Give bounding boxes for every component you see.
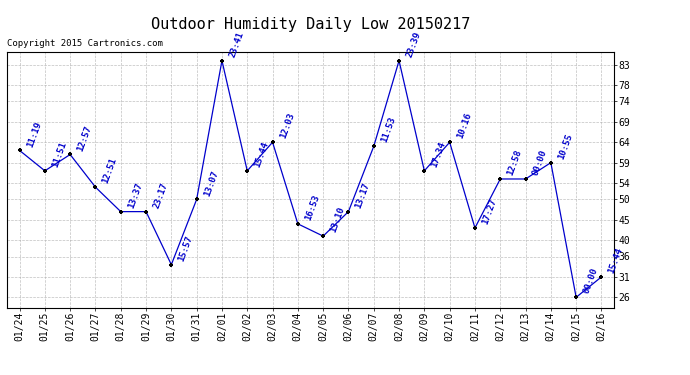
Point xyxy=(14,147,25,153)
Text: 15:44: 15:44 xyxy=(607,246,624,275)
Text: 23:41: 23:41 xyxy=(228,30,245,58)
Text: 15:44: 15:44 xyxy=(253,140,270,169)
Point xyxy=(368,143,380,149)
Point xyxy=(293,221,304,227)
Point xyxy=(115,209,126,214)
Point xyxy=(419,168,430,174)
Point xyxy=(141,209,152,214)
Point xyxy=(343,209,354,214)
Point xyxy=(166,262,177,268)
Point xyxy=(241,168,253,174)
Text: 15:57: 15:57 xyxy=(177,234,195,262)
Text: 13:07: 13:07 xyxy=(202,169,220,197)
Text: 11:51: 11:51 xyxy=(50,140,68,169)
Point xyxy=(444,139,455,145)
Text: 10:16: 10:16 xyxy=(455,112,473,140)
Text: Humidity  (%): Humidity (%) xyxy=(574,26,651,36)
Text: 12:57: 12:57 xyxy=(76,124,93,152)
Text: 12:58: 12:58 xyxy=(506,148,524,177)
Point xyxy=(317,233,328,239)
Text: 11:19: 11:19 xyxy=(25,120,43,148)
Point xyxy=(469,225,480,231)
Text: 13:10: 13:10 xyxy=(328,206,346,234)
Text: 17:34: 17:34 xyxy=(430,140,448,169)
Text: Copyright 2015 Cartronics.com: Copyright 2015 Cartronics.com xyxy=(7,39,163,48)
Text: 23:17: 23:17 xyxy=(152,181,169,210)
Point xyxy=(267,139,278,145)
Text: 12:51: 12:51 xyxy=(101,157,119,185)
Text: Outdoor Humidity Daily Low 20150217: Outdoor Humidity Daily Low 20150217 xyxy=(151,17,470,32)
Text: 00:00: 00:00 xyxy=(531,148,549,177)
Point xyxy=(65,152,76,157)
Point xyxy=(39,168,50,174)
Point xyxy=(90,184,101,190)
Point xyxy=(191,196,202,202)
Text: 13:17: 13:17 xyxy=(354,181,372,210)
Point xyxy=(545,160,556,166)
Text: 12:03: 12:03 xyxy=(278,112,296,140)
Text: 13:37: 13:37 xyxy=(126,181,144,210)
Point xyxy=(571,294,582,300)
Point xyxy=(596,274,607,280)
Text: 11:53: 11:53 xyxy=(380,116,397,144)
Text: 00:00: 00:00 xyxy=(582,267,600,295)
Text: 16:53: 16:53 xyxy=(304,194,321,222)
Text: 23:39: 23:39 xyxy=(404,30,422,58)
Text: 10:55: 10:55 xyxy=(556,132,574,160)
Point xyxy=(495,176,506,182)
Text: 17:27: 17:27 xyxy=(480,198,498,226)
Point xyxy=(393,58,404,64)
Point xyxy=(520,176,531,182)
Point xyxy=(217,58,228,64)
